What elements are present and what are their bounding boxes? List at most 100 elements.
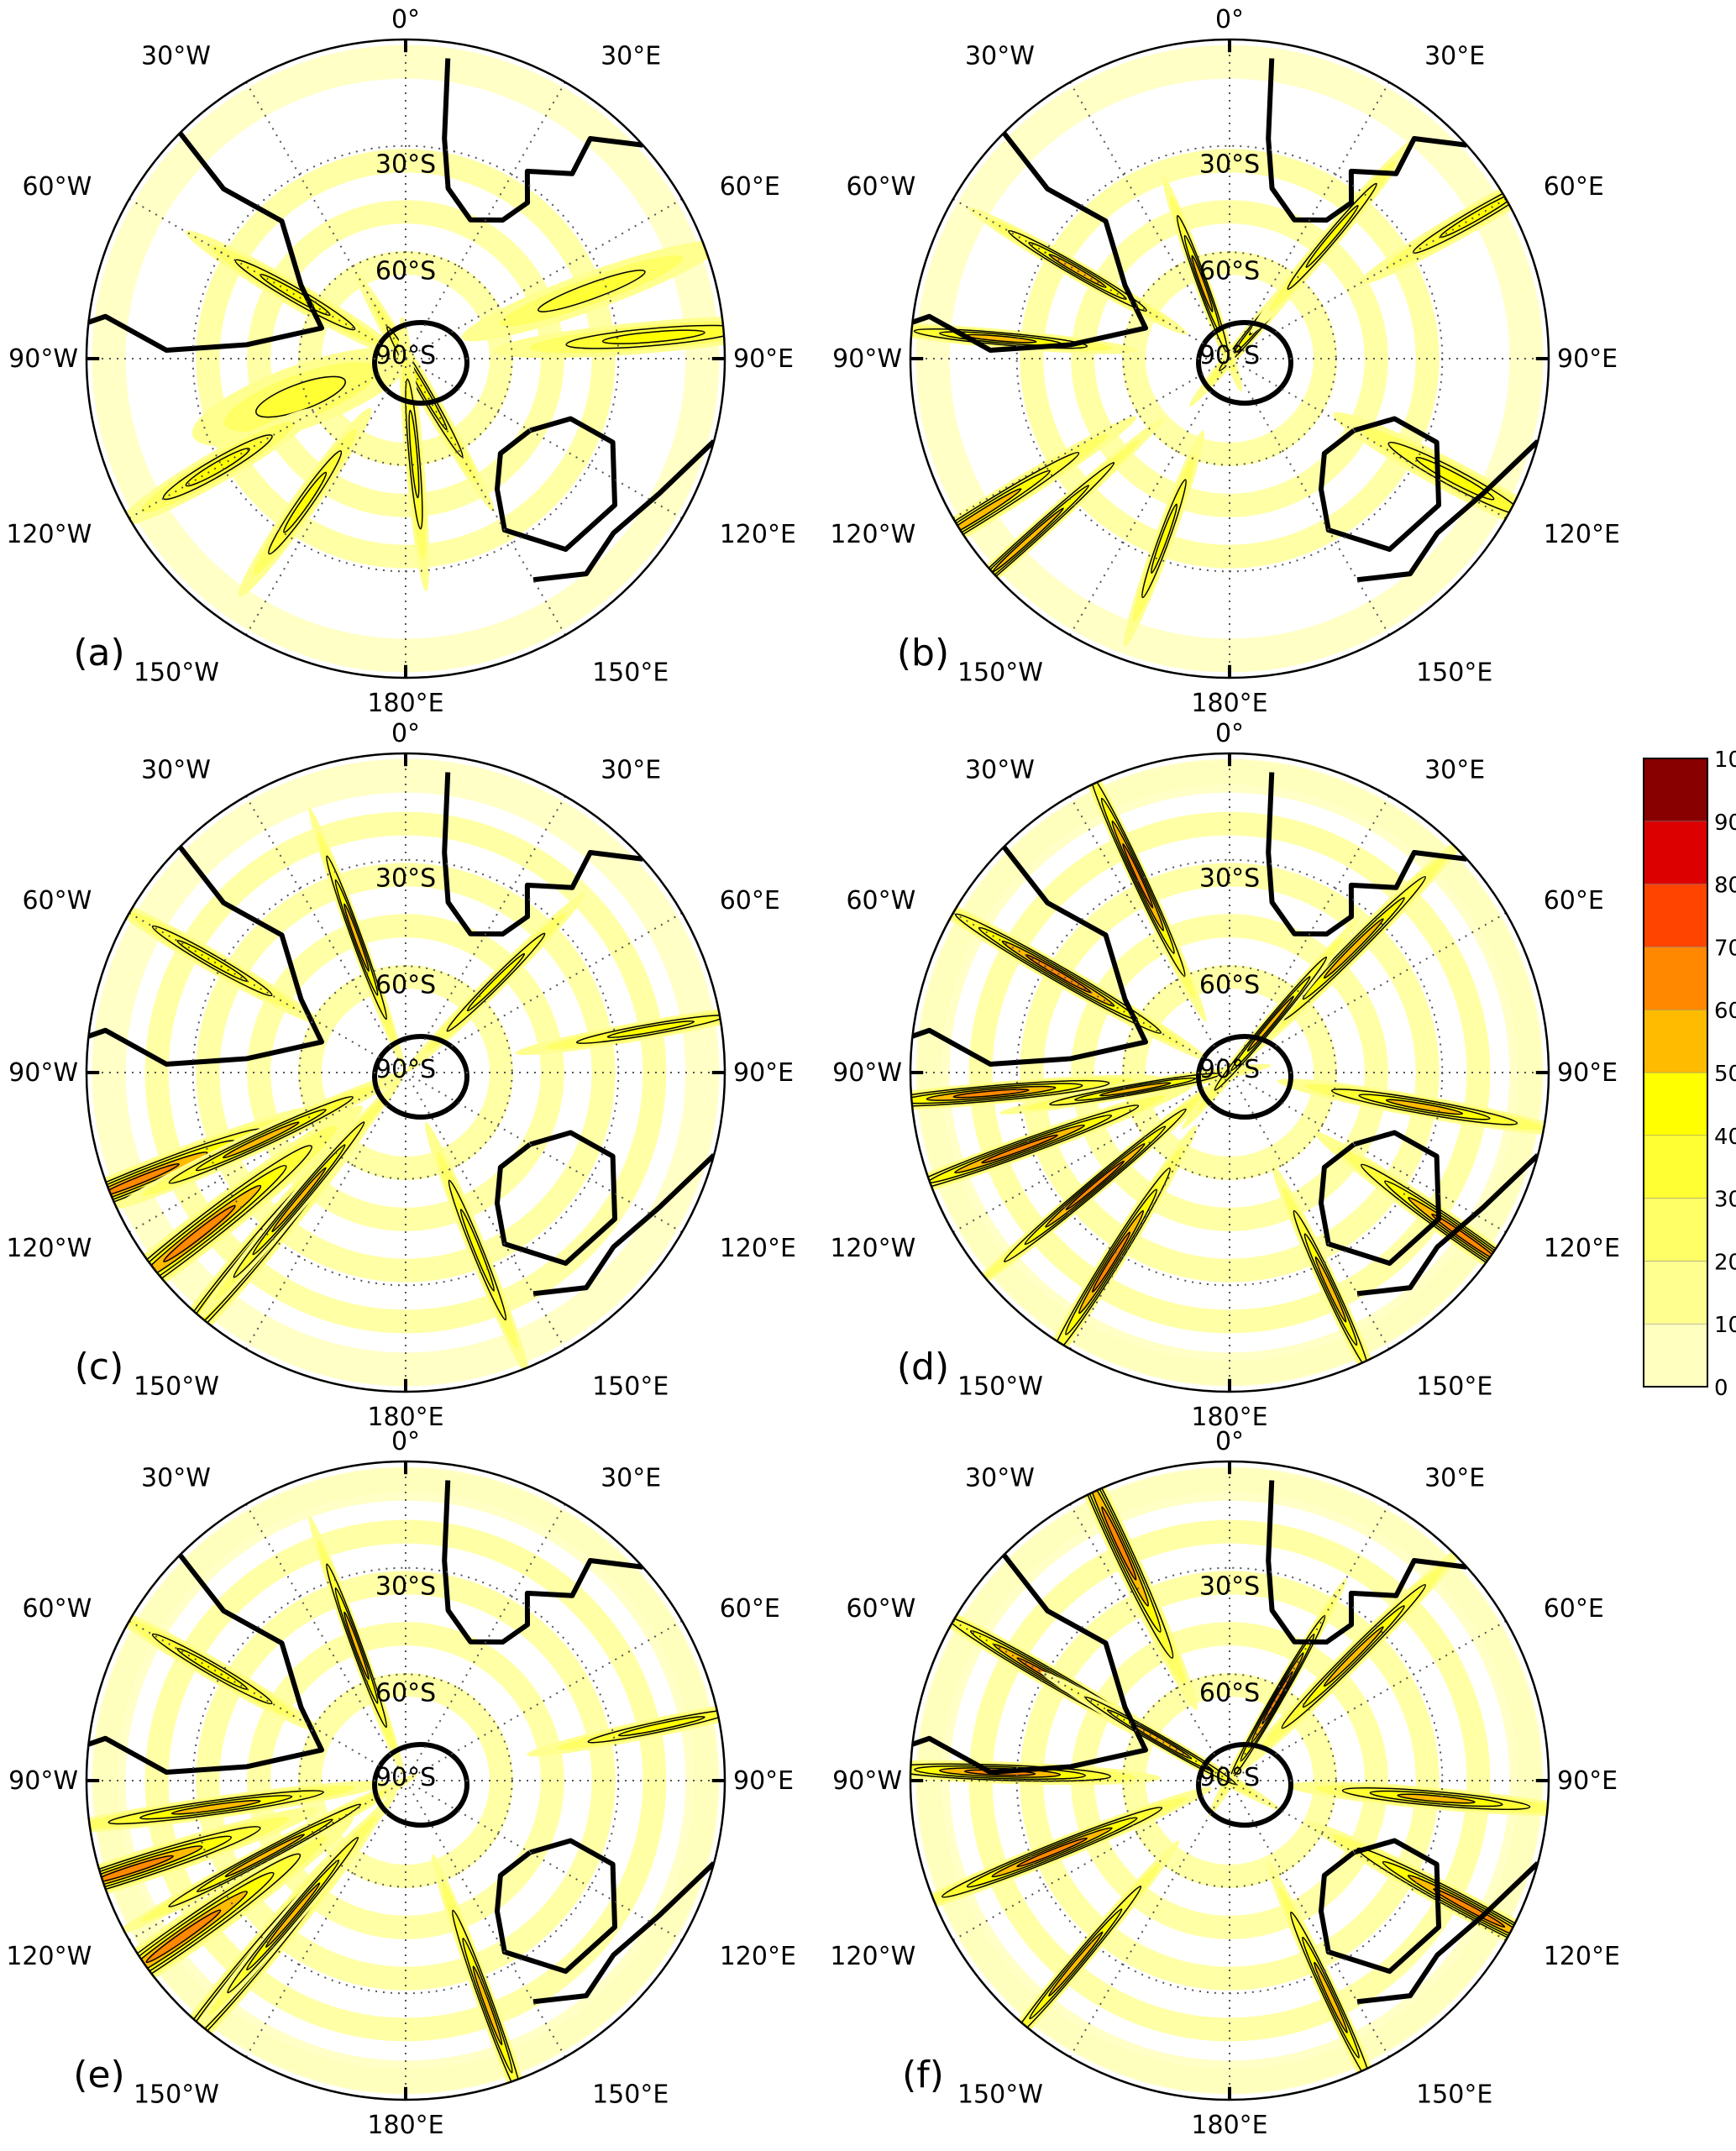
lon-label-120e: 120°E xyxy=(720,1942,796,1971)
contour-patch xyxy=(176,940,248,982)
lon-label-90w: 90°W xyxy=(8,1058,78,1088)
graticule xyxy=(87,753,725,1392)
field-ring xyxy=(247,200,564,517)
contour-patch xyxy=(1099,1082,1172,1097)
panel-label-e: (e) xyxy=(73,2054,124,2096)
lon-label-150w: 150°W xyxy=(957,658,1043,688)
lon-label-60w: 60°W xyxy=(22,886,92,915)
lon-label-60e: 60°E xyxy=(720,886,780,915)
contour-patch xyxy=(176,1648,248,1690)
colorbar-tick-label: 90 xyxy=(1714,811,1736,836)
contour-patch xyxy=(1191,254,1214,312)
colorbar-cell xyxy=(1643,1135,1708,1199)
lat-label-90s: 90°S xyxy=(1199,341,1260,370)
lon-label-0: 0° xyxy=(1215,1427,1244,1456)
contour-patch xyxy=(1314,1961,1348,2033)
contour-patch xyxy=(466,952,526,1012)
map-panel-b: 0° 180°E 90°W 90°E 30°W 60°W 120°W 150°W 30°E 60°… xyxy=(830,5,1620,718)
lat-label-30s: 30°S xyxy=(1199,864,1260,894)
field-ring xyxy=(298,965,513,1180)
lon-label-60w: 60°W xyxy=(846,172,915,202)
colorbar-tick-label: 50 xyxy=(1714,1062,1736,1087)
lat-label-60s: 60°S xyxy=(1199,1678,1260,1708)
lon-label-180: 180°E xyxy=(1191,689,1267,718)
lon-label-60w: 60°W xyxy=(22,1594,92,1624)
contour-patch xyxy=(224,1834,305,1878)
contour-patch xyxy=(1261,1671,1293,1725)
lon-label-180: 180°E xyxy=(1191,1403,1267,1432)
lat-label-60s: 60°S xyxy=(375,970,436,999)
lon-label-60e: 60°E xyxy=(720,1594,780,1624)
lon-label-90e: 90°E xyxy=(1557,344,1618,374)
graticule xyxy=(910,753,1549,1392)
contour-patch xyxy=(1323,918,1384,979)
contour-patch xyxy=(1048,1931,1104,1997)
lon-label-0: 0° xyxy=(391,5,420,34)
lat-label-30s: 30°S xyxy=(375,150,436,180)
contour-patch xyxy=(1433,1888,1506,1928)
coastline xyxy=(910,58,1540,583)
coastline xyxy=(87,58,716,583)
colorbar-cell xyxy=(1643,1198,1708,1262)
panel-label-b: (b) xyxy=(897,632,949,674)
lon-label-90w: 90°W xyxy=(832,1058,902,1088)
graticule xyxy=(87,39,725,678)
lon-label-30e: 30°E xyxy=(1424,755,1485,784)
colorbar-tick-label: 30 xyxy=(1714,1188,1736,1213)
colorbar-cell xyxy=(1643,1323,1708,1388)
lon-label-30w: 30°W xyxy=(141,1463,211,1493)
field-ring xyxy=(1122,965,1337,1180)
lon-label-150w: 150°W xyxy=(957,2080,1043,2110)
contour-patch xyxy=(1151,503,1178,574)
contour-patch xyxy=(617,1716,705,1737)
map-panel-e: 0° 180°E 90°W 90°E 30°W 60°W 120°W 150°W 30°E 60°… xyxy=(6,1427,796,2140)
contour-patch xyxy=(255,375,346,418)
contour-patch xyxy=(344,1611,370,1681)
lon-label-150w: 150°W xyxy=(957,1372,1043,1402)
contour-patch xyxy=(472,1965,503,2046)
contour-patch xyxy=(601,329,705,344)
coastline xyxy=(87,1480,716,2005)
colorbar-tick-label: 20 xyxy=(1714,1250,1736,1275)
lon-label-30e: 30°E xyxy=(601,755,661,784)
lon-label-90w: 90°W xyxy=(8,1766,78,1796)
lat-label-30s: 30°S xyxy=(1199,150,1260,180)
lon-label-150e: 150°E xyxy=(1416,1372,1492,1402)
lon-label-90w: 90°W xyxy=(8,344,78,374)
lon-label-90e: 90°E xyxy=(733,344,794,374)
map-panel-a: 0° 180°E 90°W 90°E 30°W 60°W 120°W 150°W 30°E 60°… xyxy=(6,5,796,718)
lon-label-90w: 90°W xyxy=(832,1766,902,1796)
lon-label-120e: 120°E xyxy=(720,520,796,549)
contour-patch xyxy=(1016,1837,1088,1868)
graticule xyxy=(910,1461,1549,2100)
lon-label-30e: 30°E xyxy=(1424,41,1485,71)
coastline xyxy=(910,1480,1540,2005)
field-ring xyxy=(1071,200,1388,517)
colorbar-cell xyxy=(1643,758,1708,822)
colorbar-tick-label: 0 xyxy=(1714,1376,1728,1401)
colorbar-cell xyxy=(1643,1261,1708,1325)
field-ring xyxy=(298,1673,513,1888)
lon-label-120e: 120°E xyxy=(1544,1234,1620,1263)
lon-label-0: 0° xyxy=(391,1427,420,1456)
field-ring xyxy=(92,1466,720,2095)
lat-label-30s: 30°S xyxy=(375,864,436,894)
panel-label-a: (a) xyxy=(73,632,124,674)
contour-patch xyxy=(606,1020,695,1039)
contour-patch xyxy=(271,1167,327,1233)
lon-label-150w: 150°W xyxy=(134,1372,219,1402)
field-ring xyxy=(247,1622,564,1939)
lon-label-120w: 120°W xyxy=(830,520,915,549)
lon-label-120w: 120°W xyxy=(830,1942,915,1971)
field-ring xyxy=(968,811,1491,1334)
contour-patch xyxy=(1385,1099,1464,1115)
contour-patch xyxy=(1397,1793,1476,1804)
lon-label-150e: 150°E xyxy=(592,1372,669,1402)
map-panel-d: 0° 180°E 90°W 90°E 30°W 60°W 120°W 150°W 30°E 60°… xyxy=(830,719,1620,1432)
lon-label-90e: 90°E xyxy=(1557,1766,1618,1796)
lon-label-0: 0° xyxy=(391,719,420,748)
lon-label-30w: 30°W xyxy=(965,41,1035,71)
contour-patch xyxy=(538,269,646,312)
colorbar-cell xyxy=(1643,821,1708,884)
lat-label-90s: 90°S xyxy=(375,1763,436,1792)
